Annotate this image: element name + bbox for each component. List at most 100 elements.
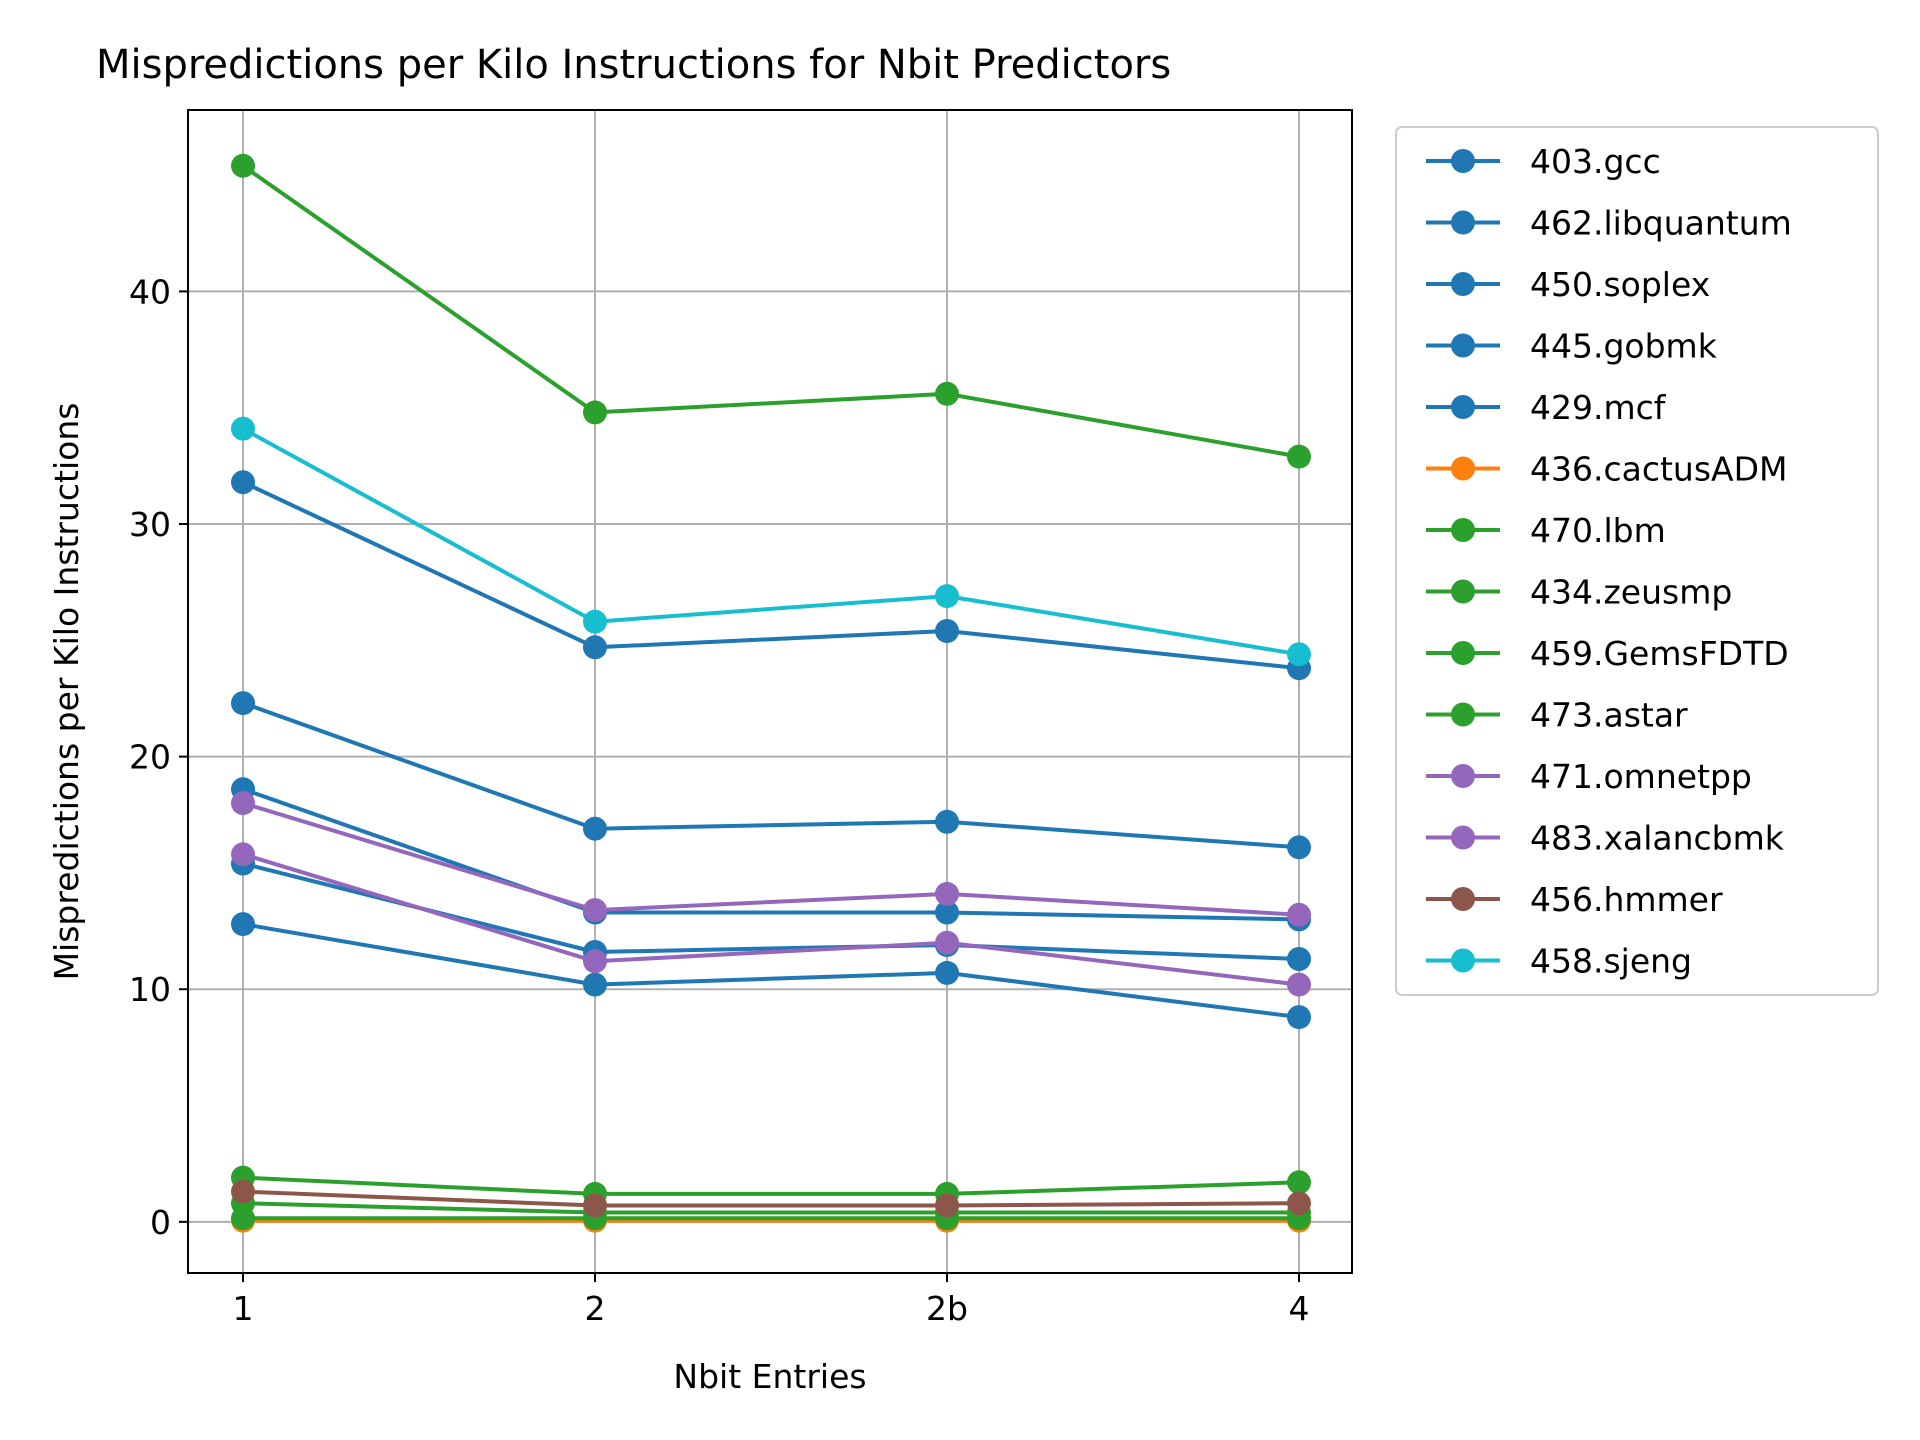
y-tick-label: 30 xyxy=(129,505,171,544)
data-point xyxy=(583,609,607,634)
data-point xyxy=(583,898,607,923)
legend-label: 471.omnetpp xyxy=(1530,757,1752,796)
data-point xyxy=(583,635,607,660)
legend-item: 403.gcc xyxy=(1426,142,1661,181)
legend-marker xyxy=(1451,579,1475,604)
y-axis-label: Mispredictions per Kilo Instructions xyxy=(47,403,86,981)
series-line xyxy=(242,701,1300,850)
series-line xyxy=(242,801,1300,917)
series-line xyxy=(242,426,1300,657)
data-point xyxy=(583,400,607,425)
y-tick-label: 10 xyxy=(129,970,171,1009)
legend-item: 445.gobmk xyxy=(1426,327,1718,366)
legend-label: 458.sjeng xyxy=(1530,942,1692,981)
legend-item: 471.omnetpp xyxy=(1426,757,1752,796)
legend-marker xyxy=(1451,210,1475,235)
data-point xyxy=(231,791,255,816)
legend-label: 450.soplex xyxy=(1530,265,1710,304)
data-point xyxy=(583,949,607,974)
legend-item: 456.hmmer xyxy=(1426,880,1723,919)
legend-label: 473.astar xyxy=(1530,696,1688,735)
legend-marker xyxy=(1451,887,1475,911)
data-point xyxy=(231,470,255,495)
legend-marker xyxy=(1451,825,1475,850)
x-tick-label: 1 xyxy=(233,1289,254,1328)
series-458-sjeng xyxy=(231,416,1311,667)
data-point xyxy=(935,930,959,955)
grid-lines xyxy=(188,110,1352,1273)
data-point xyxy=(1287,444,1311,469)
legend-marker xyxy=(1451,395,1475,419)
data-point xyxy=(935,881,959,906)
legend-marker xyxy=(1451,456,1475,481)
series-470-lbm xyxy=(231,153,1311,469)
series-403-gcc xyxy=(231,691,1311,860)
series-line xyxy=(241,164,1300,459)
data-point xyxy=(1287,1191,1311,1216)
legend-label: 434.zeusmp xyxy=(1530,573,1732,612)
series-line xyxy=(242,1201,1299,1215)
legend-item: 429.mcf xyxy=(1426,388,1667,427)
series-line xyxy=(242,787,1300,922)
legend-marker xyxy=(1451,518,1475,542)
data-point xyxy=(935,900,959,925)
series-462-libquantum xyxy=(231,912,1311,1030)
data-point xyxy=(231,153,255,178)
legend-item: 462.libquantum xyxy=(1426,204,1792,243)
series-line xyxy=(242,1175,1300,1196)
data-point xyxy=(935,381,959,406)
legend-marker xyxy=(1451,272,1475,296)
legend-label: 470.lbm xyxy=(1530,511,1666,550)
legend-marker xyxy=(1451,149,1475,173)
data-point xyxy=(935,960,959,985)
data-point xyxy=(1287,947,1311,971)
y-tick-label: 40 xyxy=(129,272,171,311)
series-483-xalancbmk xyxy=(231,791,1311,927)
data-point xyxy=(1287,835,1311,860)
legend-item: 470.lbm xyxy=(1426,511,1666,550)
x-tick-label: 2 xyxy=(585,1289,606,1328)
series-line xyxy=(242,922,1300,1020)
legend-label: 429.mcf xyxy=(1530,388,1667,427)
data-point xyxy=(1287,1005,1311,1030)
legend-item: 458.sjeng xyxy=(1426,942,1692,981)
legend-label: 462.libquantum xyxy=(1530,204,1792,243)
legend: 403.gcc 462.libquantum 450.soplex 445.gobmk… xyxy=(1395,126,1879,996)
legend-marker xyxy=(1451,702,1475,727)
data-point xyxy=(231,912,255,937)
series-line xyxy=(242,1189,1300,1208)
x-tick-label: 4 xyxy=(1289,1289,1310,1328)
legend-marker xyxy=(1451,764,1475,788)
data-point xyxy=(583,1193,607,1218)
data-point xyxy=(231,842,255,867)
legend-item: 434.zeusmp xyxy=(1426,573,1732,612)
data-point xyxy=(935,584,959,609)
series-line xyxy=(242,852,1300,987)
legend-label: 459.GemsFDTD xyxy=(1530,634,1789,673)
legend-label: 456.hmmer xyxy=(1530,880,1723,919)
y-tick-label: 0 xyxy=(150,1203,171,1242)
legend-label: 436.cactusADM xyxy=(1530,450,1788,489)
data-point xyxy=(935,1193,959,1218)
data-point xyxy=(1287,642,1311,667)
legend-item: 459.GemsFDTD xyxy=(1426,634,1789,673)
x-tick-label: 2b xyxy=(926,1289,968,1328)
legend-item: 483.xalancbmk xyxy=(1426,819,1785,858)
legend-label: 483.xalancbmk xyxy=(1530,819,1785,858)
y-tick-label: 20 xyxy=(129,738,171,777)
plot-frame xyxy=(187,109,1353,1274)
x-axis-label: Nbit Entries xyxy=(673,1357,866,1396)
chart-title: Mispredictions per Kilo Instructions for… xyxy=(96,42,1171,88)
data-point xyxy=(935,619,959,643)
data-point xyxy=(231,691,255,716)
legend-label: 445.gobmk xyxy=(1530,327,1718,366)
data-point xyxy=(1287,972,1311,997)
legend-marker xyxy=(1451,948,1475,973)
legend-item: 450.soplex xyxy=(1426,265,1710,304)
legend-item: 473.astar xyxy=(1426,696,1688,735)
legend-marker xyxy=(1451,641,1475,665)
series-471-omnetpp xyxy=(231,842,1311,997)
data-point xyxy=(583,972,607,997)
